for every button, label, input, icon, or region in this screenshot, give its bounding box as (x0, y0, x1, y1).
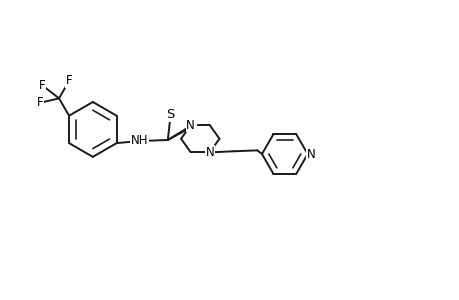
Text: N: N (306, 148, 315, 160)
Text: NH: NH (130, 134, 148, 147)
Text: F: F (36, 96, 43, 110)
Text: N: N (205, 146, 214, 159)
Text: F: F (39, 79, 46, 92)
Text: F: F (66, 74, 72, 88)
Text: S: S (166, 108, 174, 121)
Text: N: N (186, 119, 195, 132)
Text: N: N (187, 120, 196, 133)
